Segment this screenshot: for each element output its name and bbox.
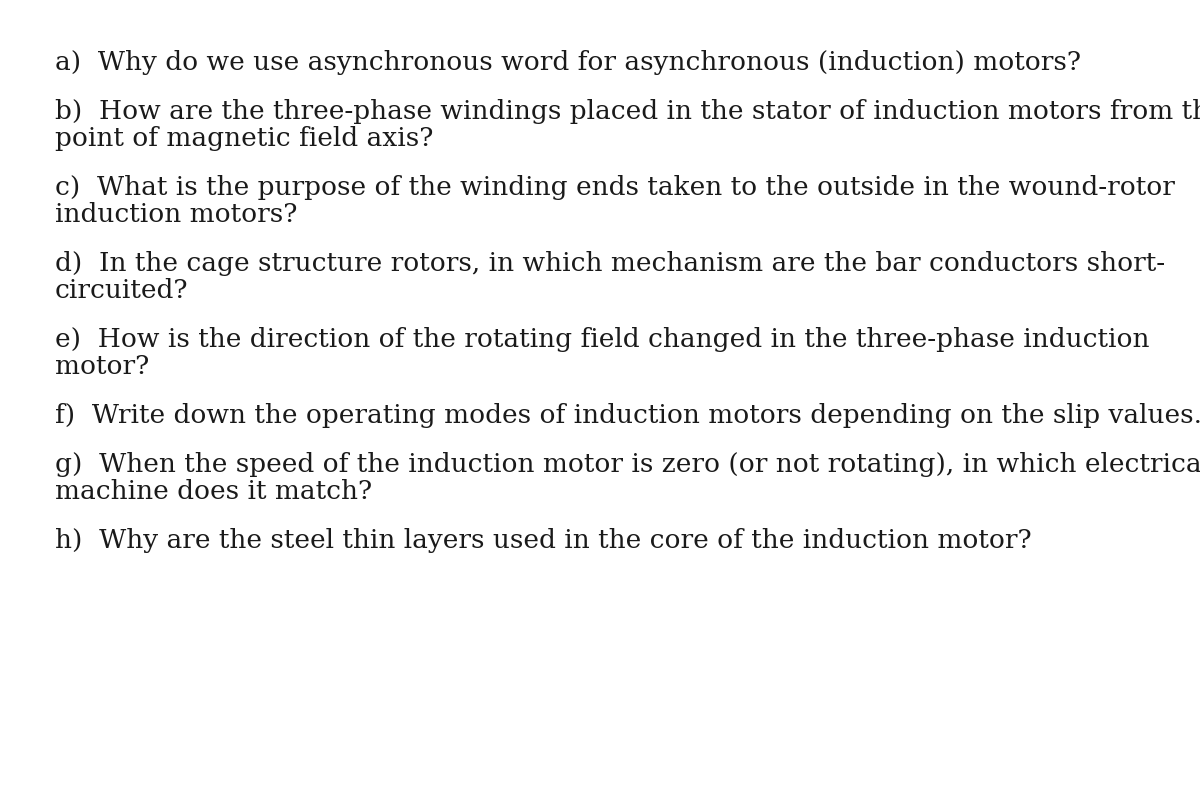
Text: g)  When the speed of the induction motor is zero (or not rotating), in which el: g) When the speed of the induction motor…	[55, 452, 1200, 477]
Text: induction motors?: induction motors?	[55, 202, 298, 227]
Text: circuited?: circuited?	[55, 278, 188, 303]
Text: point of magnetic field axis?: point of magnetic field axis?	[55, 126, 433, 151]
Text: h)  Why are the steel thin layers used in the core of the induction motor?: h) Why are the steel thin layers used in…	[55, 528, 1032, 553]
Text: a)  Why do we use asynchronous word for asynchronous (induction) motors?: a) Why do we use asynchronous word for a…	[55, 50, 1081, 75]
Text: motor?: motor?	[55, 354, 149, 379]
Text: f)  Write down the operating modes of induction motors depending on the slip val: f) Write down the operating modes of ind…	[55, 403, 1200, 428]
Text: b)  How are the three-phase windings placed in the stator of induction motors fr: b) How are the three-phase windings plac…	[55, 99, 1200, 124]
Text: e)  How is the direction of the rotating field changed in the three-phase induct: e) How is the direction of the rotating …	[55, 327, 1150, 352]
Text: machine does it match?: machine does it match?	[55, 479, 372, 504]
Text: d)  In the cage structure rotors, in which mechanism are the bar conductors shor: d) In the cage structure rotors, in whic…	[55, 251, 1165, 276]
Text: c)  What is the purpose of the winding ends taken to the outside in the wound-ro: c) What is the purpose of the winding en…	[55, 175, 1175, 200]
